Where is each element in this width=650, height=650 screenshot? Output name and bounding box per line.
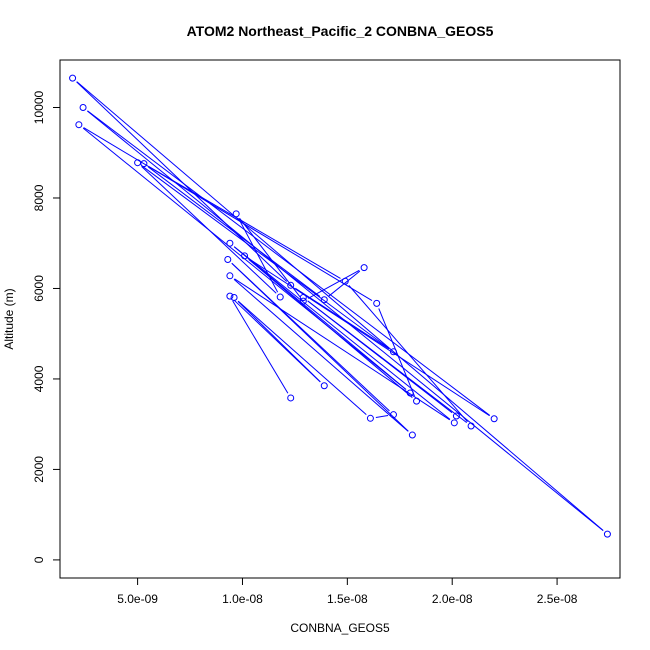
y-axis-label: Altitude (m) <box>2 288 16 349</box>
series-segment <box>238 218 279 293</box>
series-segment <box>307 300 453 414</box>
data-point <box>299 297 307 305</box>
y-tick-label: 4000 <box>32 365 46 392</box>
y-tick-label: 10000 <box>32 90 46 124</box>
x-tick-label: 2.0e-08 <box>432 592 473 606</box>
data-point <box>490 415 498 423</box>
data-point <box>320 296 328 304</box>
data-point <box>299 294 307 302</box>
series-segment <box>248 259 413 398</box>
series-segment <box>248 258 490 417</box>
series-segment <box>141 165 390 349</box>
data-point <box>603 530 611 538</box>
y-tick-label: 2000 <box>32 456 46 483</box>
series-segment <box>237 300 321 383</box>
chart-title: ATOM2 Northeast_Pacific_2 CONBNA_GEOS5 <box>187 23 494 39</box>
x-tick-label: 1.0e-08 <box>222 592 263 606</box>
series-layer <box>69 74 611 538</box>
series-segment <box>76 81 288 282</box>
series-segment <box>148 165 341 279</box>
data-point <box>226 239 234 247</box>
series-segment <box>233 246 451 420</box>
series-segment <box>233 279 409 432</box>
data-point <box>389 348 397 356</box>
x-tick-label: 2.5e-08 <box>537 592 578 606</box>
x-axis: 5.0e-09 1.0e-08 1.5e-08 2.0e-08 2.5e-08 <box>117 577 578 606</box>
data-point <box>467 422 475 430</box>
series-segment <box>231 262 409 432</box>
x-tick-label: 1.5e-08 <box>327 592 368 606</box>
series-segment <box>239 217 301 298</box>
data-point <box>389 411 397 419</box>
series-segment <box>375 415 389 418</box>
data-point <box>452 412 460 420</box>
data-point <box>226 292 234 300</box>
data-point <box>341 277 349 285</box>
data-point <box>450 419 458 427</box>
data-point <box>79 104 87 112</box>
data-point <box>320 382 328 390</box>
data-point <box>406 389 414 397</box>
data-point <box>276 293 284 301</box>
data-point <box>230 294 238 302</box>
x-tick-label: 5.0e-09 <box>117 592 158 606</box>
data-point <box>366 414 374 422</box>
data-point <box>226 272 234 280</box>
y-tick-label: 8000 <box>32 184 46 211</box>
data-point <box>360 264 368 272</box>
data-point <box>287 394 295 402</box>
series-segment <box>295 287 390 350</box>
data-point <box>75 121 83 129</box>
x-axis-label: CONBNA_GEOS5 <box>290 621 390 635</box>
series-segment <box>232 300 289 394</box>
y-tick-label: 0 <box>32 556 46 563</box>
y-axis: 0 2000 4000 6000 8000 10000 <box>32 90 61 563</box>
data-point <box>413 397 421 405</box>
data-point <box>69 74 77 82</box>
data-point <box>241 252 249 260</box>
series-segment <box>83 127 373 301</box>
data-point <box>408 431 416 439</box>
data-point <box>140 160 148 168</box>
y-tick-label: 6000 <box>32 275 46 302</box>
series-segment <box>233 246 407 390</box>
data-point <box>232 210 240 218</box>
series-segment <box>237 300 367 416</box>
series-segment <box>147 166 321 297</box>
series-segment <box>87 110 491 416</box>
series-segment <box>76 81 604 531</box>
data-point <box>373 299 381 307</box>
series-segment <box>234 278 450 421</box>
data-point <box>287 281 295 289</box>
series-segment <box>348 285 468 423</box>
series-segment <box>141 166 277 294</box>
data-point <box>224 256 232 264</box>
